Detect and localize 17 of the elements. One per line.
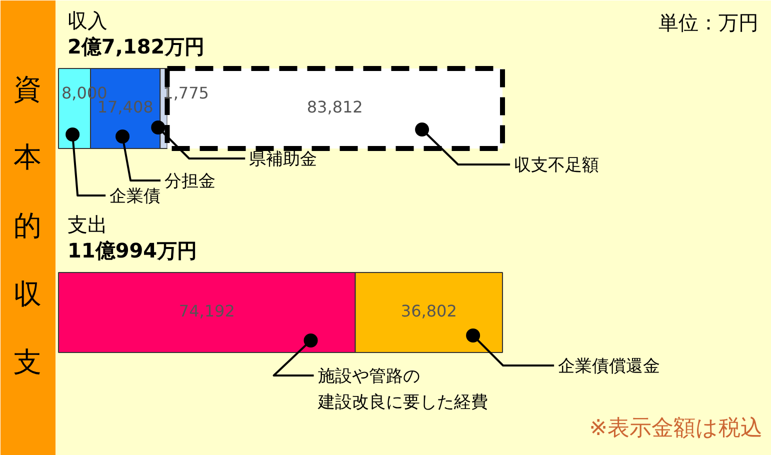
data-label: 83,812 [306,98,363,116]
series-label: 分担金 [164,172,216,192]
text: 企業債償還金 [558,356,660,376]
data-label: 74,192 [178,302,235,320]
chart-title: 資本的収支 [14,72,42,379]
text: 単位：万円 [658,10,758,34]
series-label: 収支不足額 [514,156,600,176]
total-label: 11億994万円 [68,238,198,262]
text: ※表示金額は税込 [589,416,763,441]
total-label: 2億7,182万円 [68,34,205,58]
y-tick-label: 収入 [68,8,108,32]
text: 県補助金 [249,150,318,170]
series-label: 施設や管路の建設改良に要した経費 [316,366,488,412]
data-label: 36,802 [400,302,457,320]
data-label: 17,408 [97,98,154,116]
text: 企業債 [110,186,161,206]
y-tick-label: 支出 [68,212,108,236]
